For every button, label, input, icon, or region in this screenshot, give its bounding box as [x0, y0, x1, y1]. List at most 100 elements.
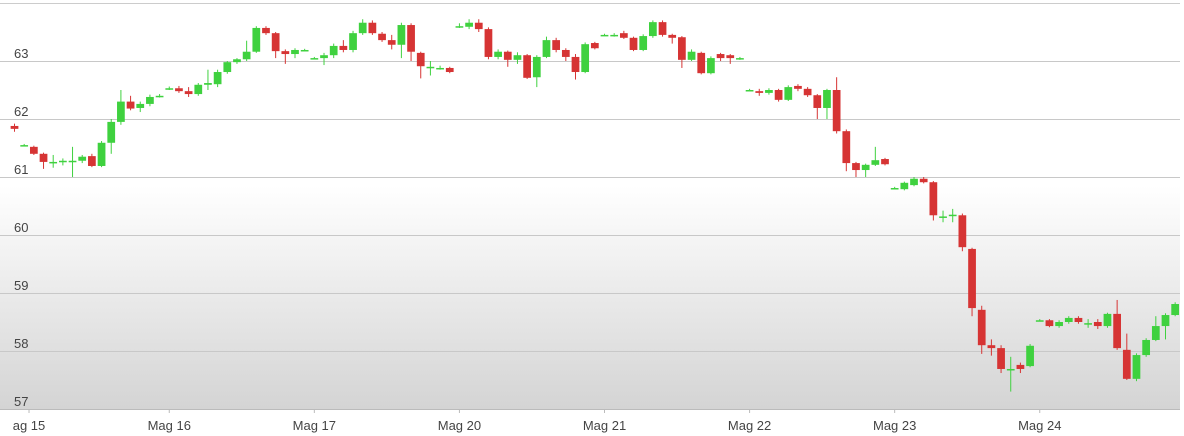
candle-body	[958, 215, 967, 248]
candle-body	[281, 51, 290, 55]
candle-body	[474, 22, 483, 30]
candle-body	[707, 58, 715, 74]
candle-body	[233, 59, 241, 63]
candle-body	[794, 85, 802, 89]
candle-body	[416, 52, 425, 67]
candle-body	[842, 131, 851, 164]
candle-body	[1132, 355, 1141, 379]
candle-body	[939, 216, 947, 218]
candle-body	[619, 33, 628, 38]
candle-body	[349, 33, 357, 50]
candle-body	[552, 40, 561, 50]
candle-body	[503, 51, 512, 60]
y-tick-label: 59	[14, 278, 28, 293]
candle-body	[1045, 320, 1054, 327]
candle-body	[997, 348, 1005, 369]
candle-body	[929, 182, 938, 216]
candle-body	[1113, 313, 1121, 349]
candles	[10, 19, 1180, 392]
candle-body	[1093, 322, 1102, 327]
candle-body	[513, 55, 522, 60]
candle-body	[59, 160, 67, 163]
candle-body	[803, 88, 812, 96]
x-tick-label: Mag 20	[438, 418, 481, 433]
candle-body	[329, 45, 338, 56]
candle-body	[29, 146, 38, 154]
candle-body	[523, 55, 531, 78]
candle-body	[745, 90, 754, 92]
candle-body	[194, 84, 203, 95]
candle-body	[155, 95, 164, 98]
candle-body	[397, 25, 406, 45]
candle-body	[426, 66, 435, 69]
candle-body	[639, 36, 648, 50]
candle-body	[88, 156, 96, 166]
candle-body	[494, 51, 502, 57]
candle-body	[49, 161, 58, 164]
candle-body	[590, 43, 599, 49]
x-tick-label: ag 15	[13, 418, 46, 433]
x-tick-label: Mag 24	[1018, 418, 1061, 433]
candle-body	[871, 160, 880, 165]
candle-body	[1142, 339, 1151, 356]
candle-body	[1055, 322, 1063, 327]
candle-body	[184, 91, 193, 95]
candle-body	[126, 101, 135, 109]
candle-body	[919, 178, 928, 183]
candle-body	[10, 125, 19, 129]
candle-body	[146, 96, 154, 104]
y-tick-label: 63	[14, 46, 28, 61]
y-tick-label: 61	[14, 162, 28, 177]
candle-body	[1171, 304, 1180, 316]
candle-body	[107, 121, 116, 143]
candle-body	[716, 54, 725, 59]
candle-body	[852, 163, 860, 171]
candle-body	[1084, 323, 1092, 325]
candle-body	[436, 67, 444, 70]
candle-body	[581, 44, 590, 73]
candle-body	[1103, 313, 1112, 327]
candle-body	[78, 156, 87, 161]
candle-body	[39, 153, 48, 162]
candle-body	[861, 164, 870, 171]
candle-body	[968, 248, 976, 309]
candle-body	[339, 45, 348, 50]
candle-body	[1074, 317, 1083, 322]
candle-body	[610, 34, 619, 37]
candle-body	[213, 72, 222, 85]
x-tick-label: Mag 22	[728, 418, 771, 433]
y-tick-label: 57	[14, 394, 28, 409]
candle-body	[136, 103, 145, 108]
candle-body	[755, 91, 764, 93]
candle-body	[784, 87, 793, 100]
candle-body	[1026, 345, 1034, 367]
candle-body	[117, 101, 125, 122]
candle-body	[204, 83, 212, 85]
candle-body	[387, 40, 396, 45]
candle-body	[726, 55, 735, 59]
candle-body	[1035, 320, 1044, 322]
candle-body	[407, 25, 415, 52]
candle-body	[242, 51, 251, 60]
candle-body	[1016, 364, 1025, 369]
candle-body	[890, 188, 899, 190]
x-tick-label: Mag 23	[873, 418, 916, 433]
y-tick-label: 58	[14, 336, 28, 351]
candle-body	[378, 33, 386, 41]
candle-body	[1161, 315, 1170, 327]
candle-body	[291, 49, 299, 55]
candle-body	[445, 67, 454, 73]
candle-body	[532, 56, 541, 78]
candle-body	[484, 29, 493, 57]
x-tick-label: Mag 21	[583, 418, 626, 433]
candle-body	[358, 22, 367, 34]
candle-body	[765, 90, 773, 93]
candle-body	[561, 49, 570, 57]
candle-body	[97, 142, 106, 166]
candle-body	[687, 51, 696, 60]
candle-body	[1122, 349, 1131, 379]
candle-body	[300, 49, 309, 52]
candle-body	[881, 159, 889, 165]
candle-body	[977, 309, 986, 346]
